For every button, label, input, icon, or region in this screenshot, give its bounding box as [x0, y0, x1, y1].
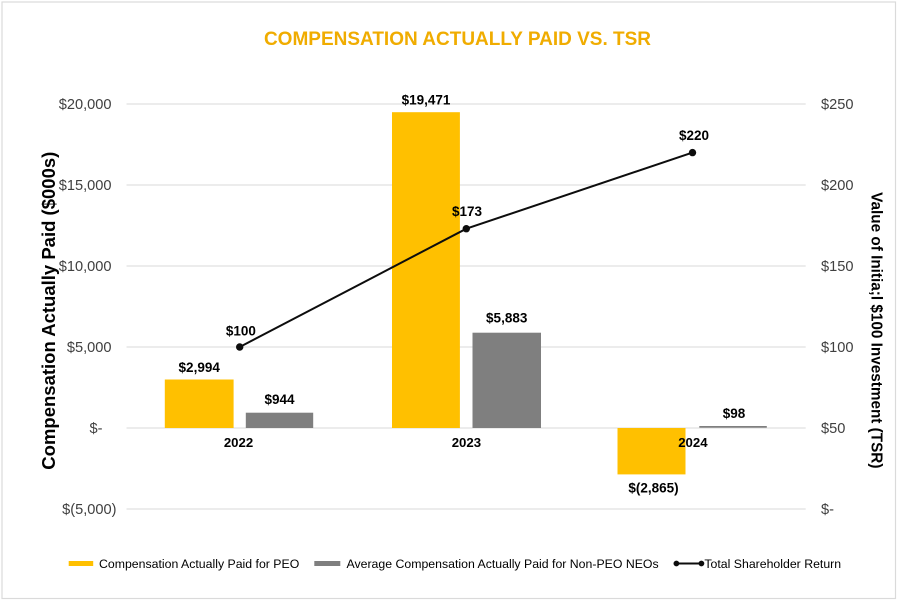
- svg-text:$2,994: $2,994: [179, 360, 221, 375]
- svg-text:$15,000: $15,000: [59, 178, 112, 194]
- svg-text:2022: 2022: [224, 435, 253, 450]
- svg-text:$-: $-: [821, 502, 834, 518]
- svg-text:$5,883: $5,883: [486, 310, 528, 325]
- svg-text:$173: $173: [452, 204, 483, 219]
- svg-text:$944: $944: [264, 392, 295, 407]
- svg-text:Compensation Actually Paid ($0: Compensation Actually Paid ($000s): [38, 152, 59, 470]
- svg-text:$10,000: $10,000: [59, 259, 112, 275]
- svg-text:2023: 2023: [452, 435, 481, 450]
- svg-text:$100: $100: [226, 323, 256, 338]
- svg-text:$150: $150: [821, 259, 853, 275]
- svg-text:$-: $-: [90, 421, 103, 437]
- svg-text:$50: $50: [821, 421, 845, 437]
- svg-text:$220: $220: [679, 128, 709, 143]
- svg-text:$5,000: $5,000: [67, 340, 112, 356]
- svg-text:$98: $98: [723, 406, 746, 421]
- svg-text:Compensation Actually Paid for: Compensation Actually Paid for PEO: [99, 557, 299, 571]
- svg-text:Value of Initia;l $100 Investm: Value of Initia;l $100 Investment (TSR): [868, 192, 885, 468]
- svg-text:$100: $100: [821, 340, 853, 356]
- svg-text:$200: $200: [821, 178, 853, 194]
- svg-text:Average Compensation Actually: Average Compensation Actually Paid for N…: [347, 557, 659, 571]
- svg-text:COMPENSATION ACTUALLY PAID VS.: COMPENSATION ACTUALLY PAID VS. TSR: [264, 29, 651, 50]
- svg-text:Total Shareholder Return: Total Shareholder Return: [704, 557, 841, 571]
- svg-text:2024: 2024: [678, 435, 708, 450]
- svg-text:$(2,865): $(2,865): [628, 481, 678, 496]
- svg-text:$250: $250: [821, 97, 853, 113]
- svg-text:$19,471: $19,471: [402, 93, 451, 108]
- svg-text:$(5,000): $(5,000): [62, 502, 116, 518]
- svg-text:$20,000: $20,000: [59, 97, 112, 113]
